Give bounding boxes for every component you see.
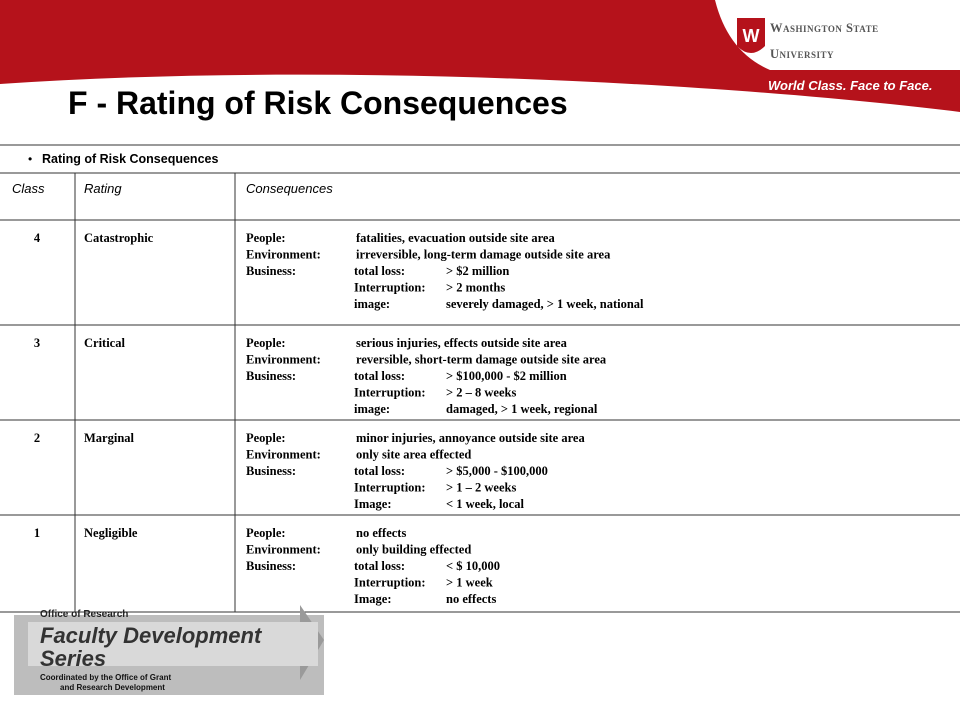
consequence-label: People: bbox=[246, 526, 286, 540]
consequence-label: Business: bbox=[246, 264, 296, 278]
consequence-label: Environment: bbox=[246, 353, 321, 367]
logo-line2: University bbox=[770, 47, 834, 61]
consequence-sublabel: total loss: bbox=[354, 559, 405, 573]
consequence-text: only building effected bbox=[356, 543, 471, 557]
consequence-text: fatalities, evacuation outside site area bbox=[356, 231, 555, 245]
footer-note-line1: Coordinated by the Office of Grant bbox=[40, 673, 171, 682]
consequence-sublabel: total loss: bbox=[354, 464, 405, 478]
consequence-label: Business: bbox=[246, 464, 296, 478]
bullet: • bbox=[28, 152, 32, 166]
consequence-text: > 1 – 2 weeks bbox=[446, 481, 516, 495]
consequence-text: reversible, short-term damage outside si… bbox=[356, 353, 607, 367]
consequence-sublabel: Image: bbox=[354, 497, 392, 511]
class-cell: 2 bbox=[34, 431, 40, 445]
class-cell: 4 bbox=[34, 231, 41, 245]
risk-table: • Rating of Risk Consequences Class Rating C… bbox=[0, 144, 960, 613]
footer-series-line2: Series bbox=[40, 646, 106, 671]
rating-cell: Critical bbox=[84, 336, 125, 350]
logo-line1: Washington State bbox=[770, 21, 879, 35]
column-header: Rating bbox=[84, 181, 122, 196]
consequence-text: no effects bbox=[446, 592, 496, 606]
class-cell: 3 bbox=[34, 336, 40, 350]
consequence-text: > 2 – 8 weeks bbox=[446, 386, 516, 400]
consequence-label: Environment: bbox=[246, 248, 321, 262]
consequence-text: minor injuries, annoyance outside site a… bbox=[356, 431, 585, 445]
rating-cell: Marginal bbox=[84, 431, 135, 445]
header-band bbox=[0, 0, 960, 112]
footer-logo: Office of Research Faculty Development S… bbox=[14, 605, 324, 695]
consequence-label: People: bbox=[246, 336, 286, 350]
rating-cell: Catastrophic bbox=[84, 231, 154, 245]
consequence-sublabel: total loss: bbox=[354, 264, 405, 278]
footer-note-line2: and Research Development bbox=[60, 683, 165, 692]
column-header: Class bbox=[12, 181, 45, 196]
consequence-label: Environment: bbox=[246, 448, 321, 462]
consequence-text: > $5,000 - $100,000 bbox=[446, 464, 548, 478]
consequence-text: no effects bbox=[356, 526, 406, 540]
consequence-text: < $ 10,000 bbox=[446, 559, 500, 573]
table-caption: Rating of Risk Consequences bbox=[42, 152, 218, 166]
consequence-sublabel: image: bbox=[354, 402, 390, 416]
tagline: World Class. Face to Face. bbox=[768, 78, 932, 93]
consequence-label: Business: bbox=[246, 369, 296, 383]
consequence-text: serious injuries, effects outside site a… bbox=[356, 336, 568, 350]
footer-series-line1: Faculty Development bbox=[40, 623, 263, 648]
consequence-text: damaged, > 1 week, regional bbox=[446, 402, 598, 416]
column-header: Consequences bbox=[246, 181, 333, 196]
logo-shield: W bbox=[737, 18, 765, 53]
consequence-text: irreversible, long-term damage outside s… bbox=[356, 248, 611, 262]
consequence-text: > $2 million bbox=[446, 264, 509, 278]
footer-office: Office of Research bbox=[40, 609, 128, 620]
consequence-sublabel: Interruption: bbox=[354, 576, 426, 590]
consequence-label: Business: bbox=[246, 559, 296, 573]
logo-backdrop bbox=[715, 0, 960, 70]
consequence-label: People: bbox=[246, 431, 286, 445]
consequence-text: > 1 week bbox=[446, 576, 493, 590]
rating-cell: Negligible bbox=[84, 526, 138, 540]
consequence-text: > $100,000 - $2 million bbox=[446, 369, 567, 383]
consequence-sublabel: Image: bbox=[354, 592, 392, 606]
consequence-text: severely damaged, > 1 week, national bbox=[446, 297, 644, 311]
consequence-sublabel: Interruption: bbox=[354, 281, 426, 295]
svg-text:W: W bbox=[743, 26, 760, 46]
consequence-text: only site area effected bbox=[356, 448, 471, 462]
consequence-sublabel: Interruption: bbox=[354, 481, 426, 495]
class-cell: 1 bbox=[34, 526, 40, 540]
consequence-sublabel: Interruption: bbox=[354, 386, 426, 400]
slide-title: F - Rating of Risk Consequences bbox=[68, 85, 568, 121]
consequence-sublabel: image: bbox=[354, 297, 390, 311]
consequence-sublabel: total loss: bbox=[354, 369, 405, 383]
consequence-text: > 2 months bbox=[446, 281, 505, 295]
consequence-label: People: bbox=[246, 231, 286, 245]
consequence-label: Environment: bbox=[246, 543, 321, 557]
consequence-text: < 1 week, local bbox=[446, 497, 524, 511]
